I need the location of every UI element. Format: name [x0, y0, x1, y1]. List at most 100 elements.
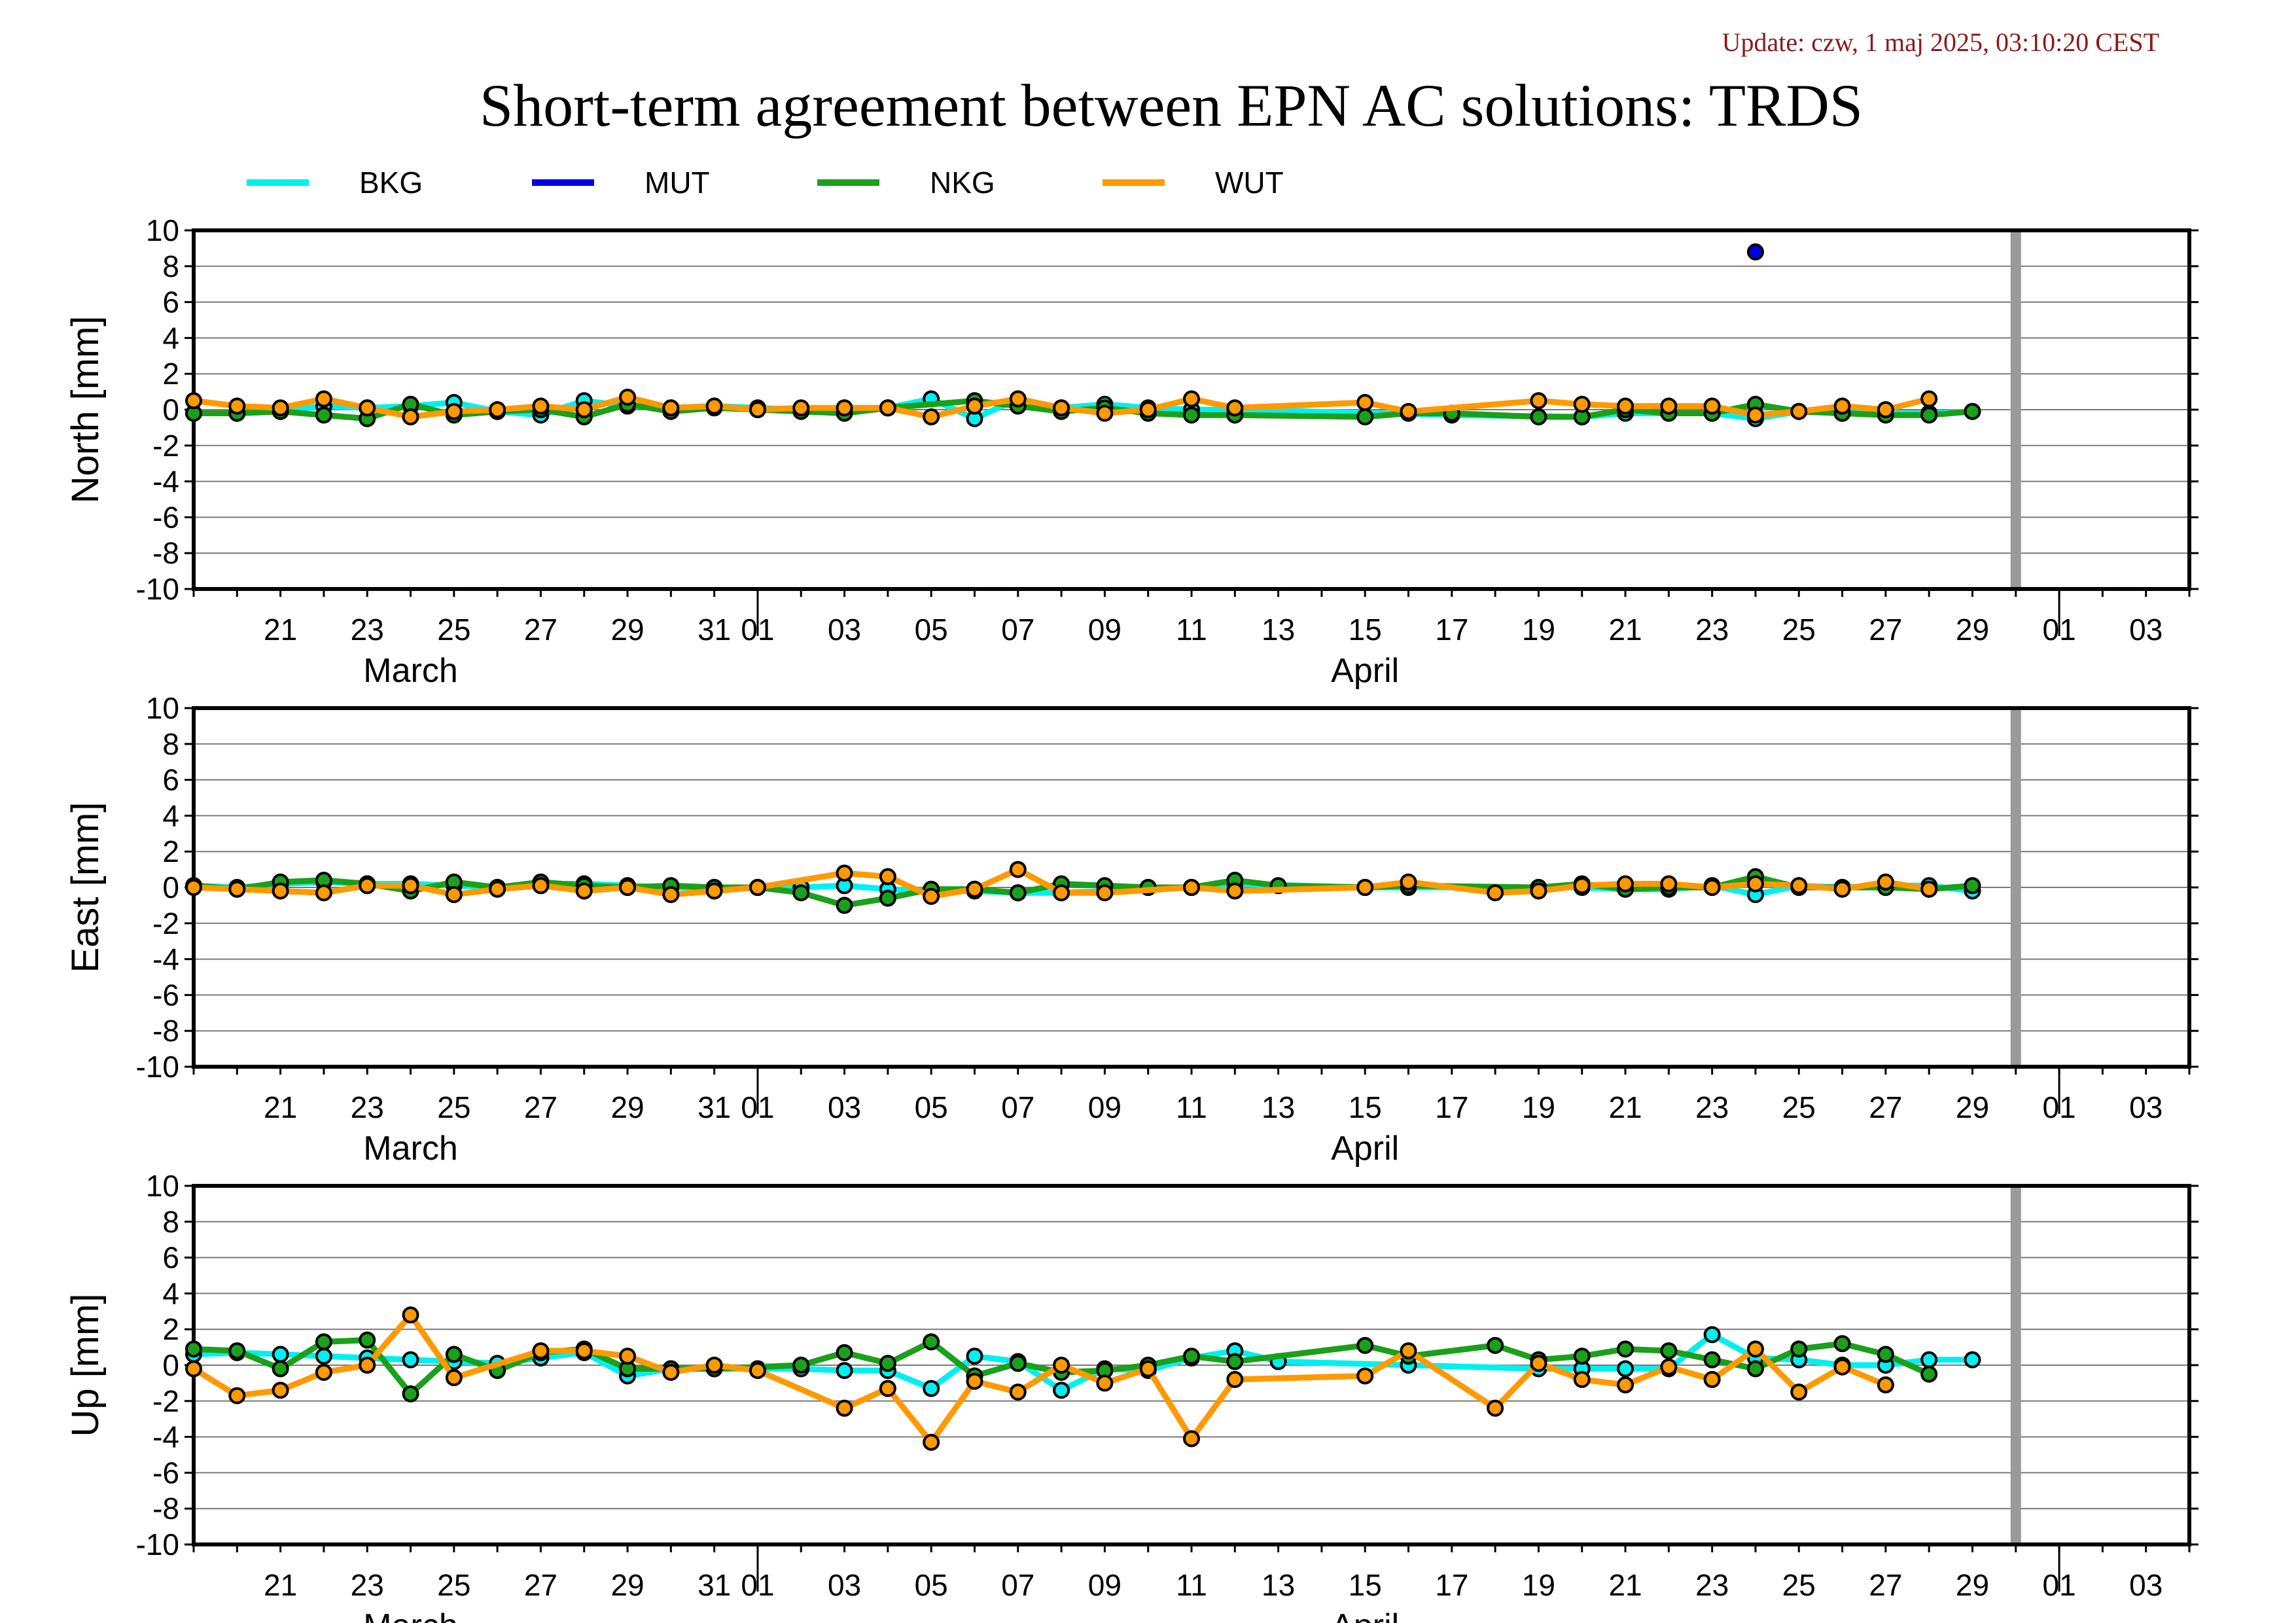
x-tick-label: 27 [524, 1568, 557, 1602]
data-point [1356, 879, 1374, 896]
data-point [402, 1306, 419, 1324]
data-point [228, 1342, 246, 1360]
data-point [228, 880, 246, 898]
x-tick-label: 23 [1695, 613, 1729, 647]
y-tick-label: 0 [162, 870, 179, 904]
data-point [315, 1333, 332, 1351]
data-point [1746, 875, 1764, 893]
data-point [1703, 879, 1721, 896]
data-point [445, 402, 463, 420]
marker-bar [2010, 1186, 2021, 1544]
data-point [705, 882, 723, 900]
data-point [749, 401, 766, 418]
y-tick-label: 6 [162, 763, 179, 797]
x-tick-label: 03 [828, 1090, 861, 1124]
x-tick-label: 29 [1956, 613, 1989, 647]
data-point [185, 1340, 202, 1358]
data-point [966, 1347, 983, 1365]
data-point [1573, 395, 1591, 413]
data-point [575, 882, 593, 900]
legend-item-bkg: BKG [247, 166, 423, 200]
x-tick-label: 25 [1782, 1090, 1816, 1124]
data-point [1660, 875, 1678, 893]
data-point [1487, 884, 1504, 902]
y-tick-label: 0 [162, 393, 179, 427]
data-point [1833, 1358, 1851, 1376]
data-point [1356, 1336, 1374, 1354]
data-point [272, 1382, 289, 1399]
x-tick-label: 15 [1349, 1568, 1382, 1602]
legend-item-nkg: NKG [817, 166, 995, 200]
x-tick-label: 29 [1956, 1090, 1989, 1124]
x-tick-label: 11 [1176, 1568, 1207, 1602]
x-tick-label: 27 [1869, 613, 1902, 647]
x-tick-label: 25 [1782, 1568, 1816, 1602]
data-point [1009, 1355, 1027, 1372]
x-tick-label: 25 [437, 1090, 470, 1124]
data-point [1226, 1353, 1244, 1370]
x-tick-label: 21 [264, 613, 297, 647]
data-point [1400, 873, 1417, 891]
data-point [1877, 1376, 1894, 1394]
x-tick-label: 13 [1262, 1090, 1295, 1124]
data-point [966, 1372, 983, 1390]
data-point [532, 1342, 550, 1360]
x-tick-label: 23 [351, 613, 384, 647]
data-point [1356, 1367, 1374, 1385]
y-tick-label: -8 [152, 536, 179, 570]
data-point [662, 1363, 680, 1381]
data-point [1790, 402, 1808, 420]
x-tick-label: 23 [1695, 1568, 1729, 1602]
data-point [1226, 1370, 1244, 1388]
data-point [445, 885, 463, 903]
x-tick-label: 05 [915, 1568, 948, 1602]
y-tick-label: -4 [152, 1420, 179, 1454]
data-point [1877, 1346, 1894, 1363]
data-point [315, 406, 332, 424]
data-point [619, 1347, 637, 1365]
y-tick-label: 4 [162, 798, 179, 832]
data-point [402, 877, 419, 895]
y-tick-label: 8 [162, 249, 179, 283]
x-tick-label: 27 [524, 1090, 557, 1124]
x-tick-label: 11 [1176, 1090, 1207, 1124]
data-point [315, 1347, 332, 1365]
y-tick-label: -10 [136, 1527, 179, 1561]
data-point [619, 388, 637, 406]
x-tick-label: 29 [610, 613, 644, 647]
legend-label: WUT [1215, 166, 1284, 200]
data-point [185, 1360, 202, 1378]
data-point [749, 879, 766, 896]
y-tick-label: -10 [136, 572, 179, 606]
y-tick-label: 2 [162, 1312, 179, 1346]
data-point [1096, 404, 1114, 422]
data-point [879, 399, 896, 417]
x-tick-label: 01 [2043, 1090, 2076, 1124]
data-point [879, 1355, 896, 1372]
x-tick-label: 17 [1435, 1568, 1468, 1602]
data-point [1096, 884, 1114, 902]
x-tick-label: 01 [2043, 1568, 2076, 1602]
data-point [1226, 882, 1244, 900]
data-point [749, 1362, 766, 1380]
data-point [705, 397, 723, 415]
y-tick-label: 4 [162, 1276, 179, 1310]
data-point [1964, 402, 1981, 420]
data-point [1009, 861, 1027, 878]
data-point [402, 1351, 419, 1368]
x-tick-label: 27 [1869, 1568, 1902, 1602]
data-point [1920, 1365, 1938, 1383]
data-point [1746, 406, 1764, 424]
x-tick-label: 03 [2129, 613, 2163, 647]
data-point [1660, 397, 1678, 415]
x-tick-label: 05 [915, 613, 948, 647]
data-point [1920, 406, 1938, 424]
data-point [1009, 390, 1027, 408]
x-tick-label: 29 [610, 1568, 644, 1602]
x-tick-label: 25 [1782, 613, 1816, 647]
x-tick-label: 05 [915, 1090, 948, 1124]
data-point [359, 1331, 376, 1349]
